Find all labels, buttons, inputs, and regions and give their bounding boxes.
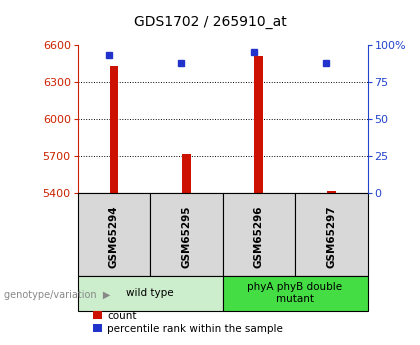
Bar bbox=[182, 154, 191, 193]
Text: wild type: wild type bbox=[126, 288, 174, 298]
Bar bbox=[223, 276, 368, 310]
Bar bbox=[255, 56, 263, 193]
Text: GSM65297: GSM65297 bbox=[326, 205, 336, 268]
Text: GSM65295: GSM65295 bbox=[181, 205, 192, 267]
Bar bbox=[223, 193, 295, 276]
Text: GSM65296: GSM65296 bbox=[254, 205, 264, 267]
Bar bbox=[295, 193, 368, 276]
Text: phyA phyB double
mutant: phyA phyB double mutant bbox=[247, 283, 343, 304]
Text: genotype/variation  ▶: genotype/variation ▶ bbox=[4, 290, 110, 300]
Legend: count, percentile rank within the sample: count, percentile rank within the sample bbox=[89, 307, 287, 338]
Bar bbox=[327, 191, 336, 193]
Bar bbox=[110, 66, 118, 193]
Text: GSM65294: GSM65294 bbox=[109, 205, 119, 268]
Bar bbox=[150, 193, 223, 276]
Bar bbox=[78, 276, 223, 310]
Bar bbox=[78, 193, 150, 276]
Text: GDS1702 / 265910_at: GDS1702 / 265910_at bbox=[134, 16, 286, 29]
